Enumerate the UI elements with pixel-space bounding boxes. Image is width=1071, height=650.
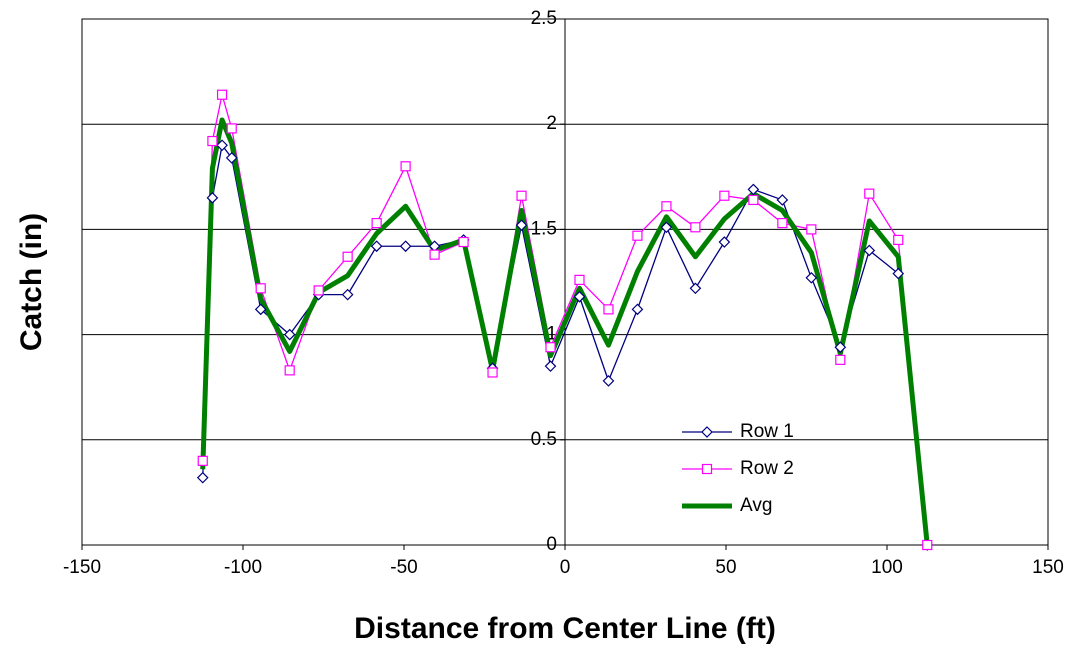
- data-point: [206, 191, 219, 204]
- data-point: [747, 183, 760, 196]
- y-tick-label: 2.5: [531, 8, 557, 29]
- y-tick-label: 1.5: [531, 218, 557, 239]
- legend-marker: [701, 426, 713, 438]
- data-point: [806, 224, 817, 235]
- data-point: [342, 251, 353, 262]
- x-tick-label: 50: [715, 557, 736, 578]
- data-point: [603, 304, 614, 315]
- data-point: [226, 123, 237, 134]
- legend-label: Row 1: [740, 421, 794, 442]
- data-point: [225, 152, 238, 164]
- data-point: [632, 230, 643, 241]
- data-point: [370, 240, 383, 253]
- data-point: [400, 161, 411, 172]
- data-point: [544, 360, 557, 373]
- x-tick-label: -100: [224, 557, 262, 578]
- data-point: [834, 341, 847, 354]
- data-point: [892, 267, 905, 280]
- legend-marker: [701, 463, 713, 475]
- data-point: [429, 249, 440, 260]
- data-point: [399, 240, 412, 253]
- data-point: [196, 471, 209, 484]
- data-point: [283, 328, 296, 341]
- data-point: [341, 288, 354, 301]
- data-point: [864, 188, 875, 199]
- legend-label: Row 2: [740, 458, 794, 479]
- x-axis-title: Distance from Center Line (ft): [354, 612, 776, 645]
- x-tick-label: 100: [871, 557, 903, 578]
- data-point: [776, 194, 789, 206]
- data-point: [574, 274, 585, 285]
- data-point: [197, 455, 208, 466]
- x-tick-label: 0: [560, 557, 571, 578]
- data-point: [863, 244, 876, 257]
- data-point: [748, 194, 759, 206]
- data-point: [689, 282, 702, 295]
- legend-label: Avg: [740, 495, 772, 516]
- x-tick-label: -150: [63, 557, 101, 578]
- data-point: [516, 190, 527, 201]
- data-point: [602, 375, 615, 387]
- data-point: [660, 221, 673, 234]
- data-point: [893, 234, 904, 246]
- data-point: [255, 283, 266, 294]
- data-point: [805, 271, 818, 284]
- data-point: [922, 539, 933, 551]
- legend: Row 1 Row 2 Avg: [682, 421, 794, 516]
- data-point: [661, 201, 672, 212]
- data-point: [216, 139, 228, 152]
- data-point: [371, 217, 382, 229]
- data-point: [216, 89, 228, 100]
- data-point: [313, 285, 324, 296]
- x-tick-label: 150: [1032, 557, 1064, 578]
- data-point: [487, 367, 498, 378]
- data-point: [207, 135, 218, 147]
- data-point: [545, 342, 556, 353]
- data-point: [458, 236, 469, 248]
- data-point: [631, 303, 644, 316]
- data-point: [718, 236, 731, 248]
- data-point: [573, 290, 586, 303]
- x-tick-label: -50: [390, 557, 417, 578]
- data-point: [515, 219, 528, 232]
- data-point: [284, 365, 295, 376]
- series-line: [200, 117, 930, 546]
- y-axis-title: Catch (in): [15, 213, 48, 351]
- data-point: [835, 354, 846, 365]
- y-tick-label: 1: [546, 324, 557, 345]
- y-tick-label: 2: [546, 113, 557, 134]
- data-point: [690, 222, 701, 233]
- data-point: [777, 217, 788, 229]
- data-point: [719, 190, 730, 201]
- data-point: [254, 303, 267, 316]
- y-tick-label: 0: [546, 534, 557, 555]
- y-tick-label: 0.5: [531, 429, 557, 450]
